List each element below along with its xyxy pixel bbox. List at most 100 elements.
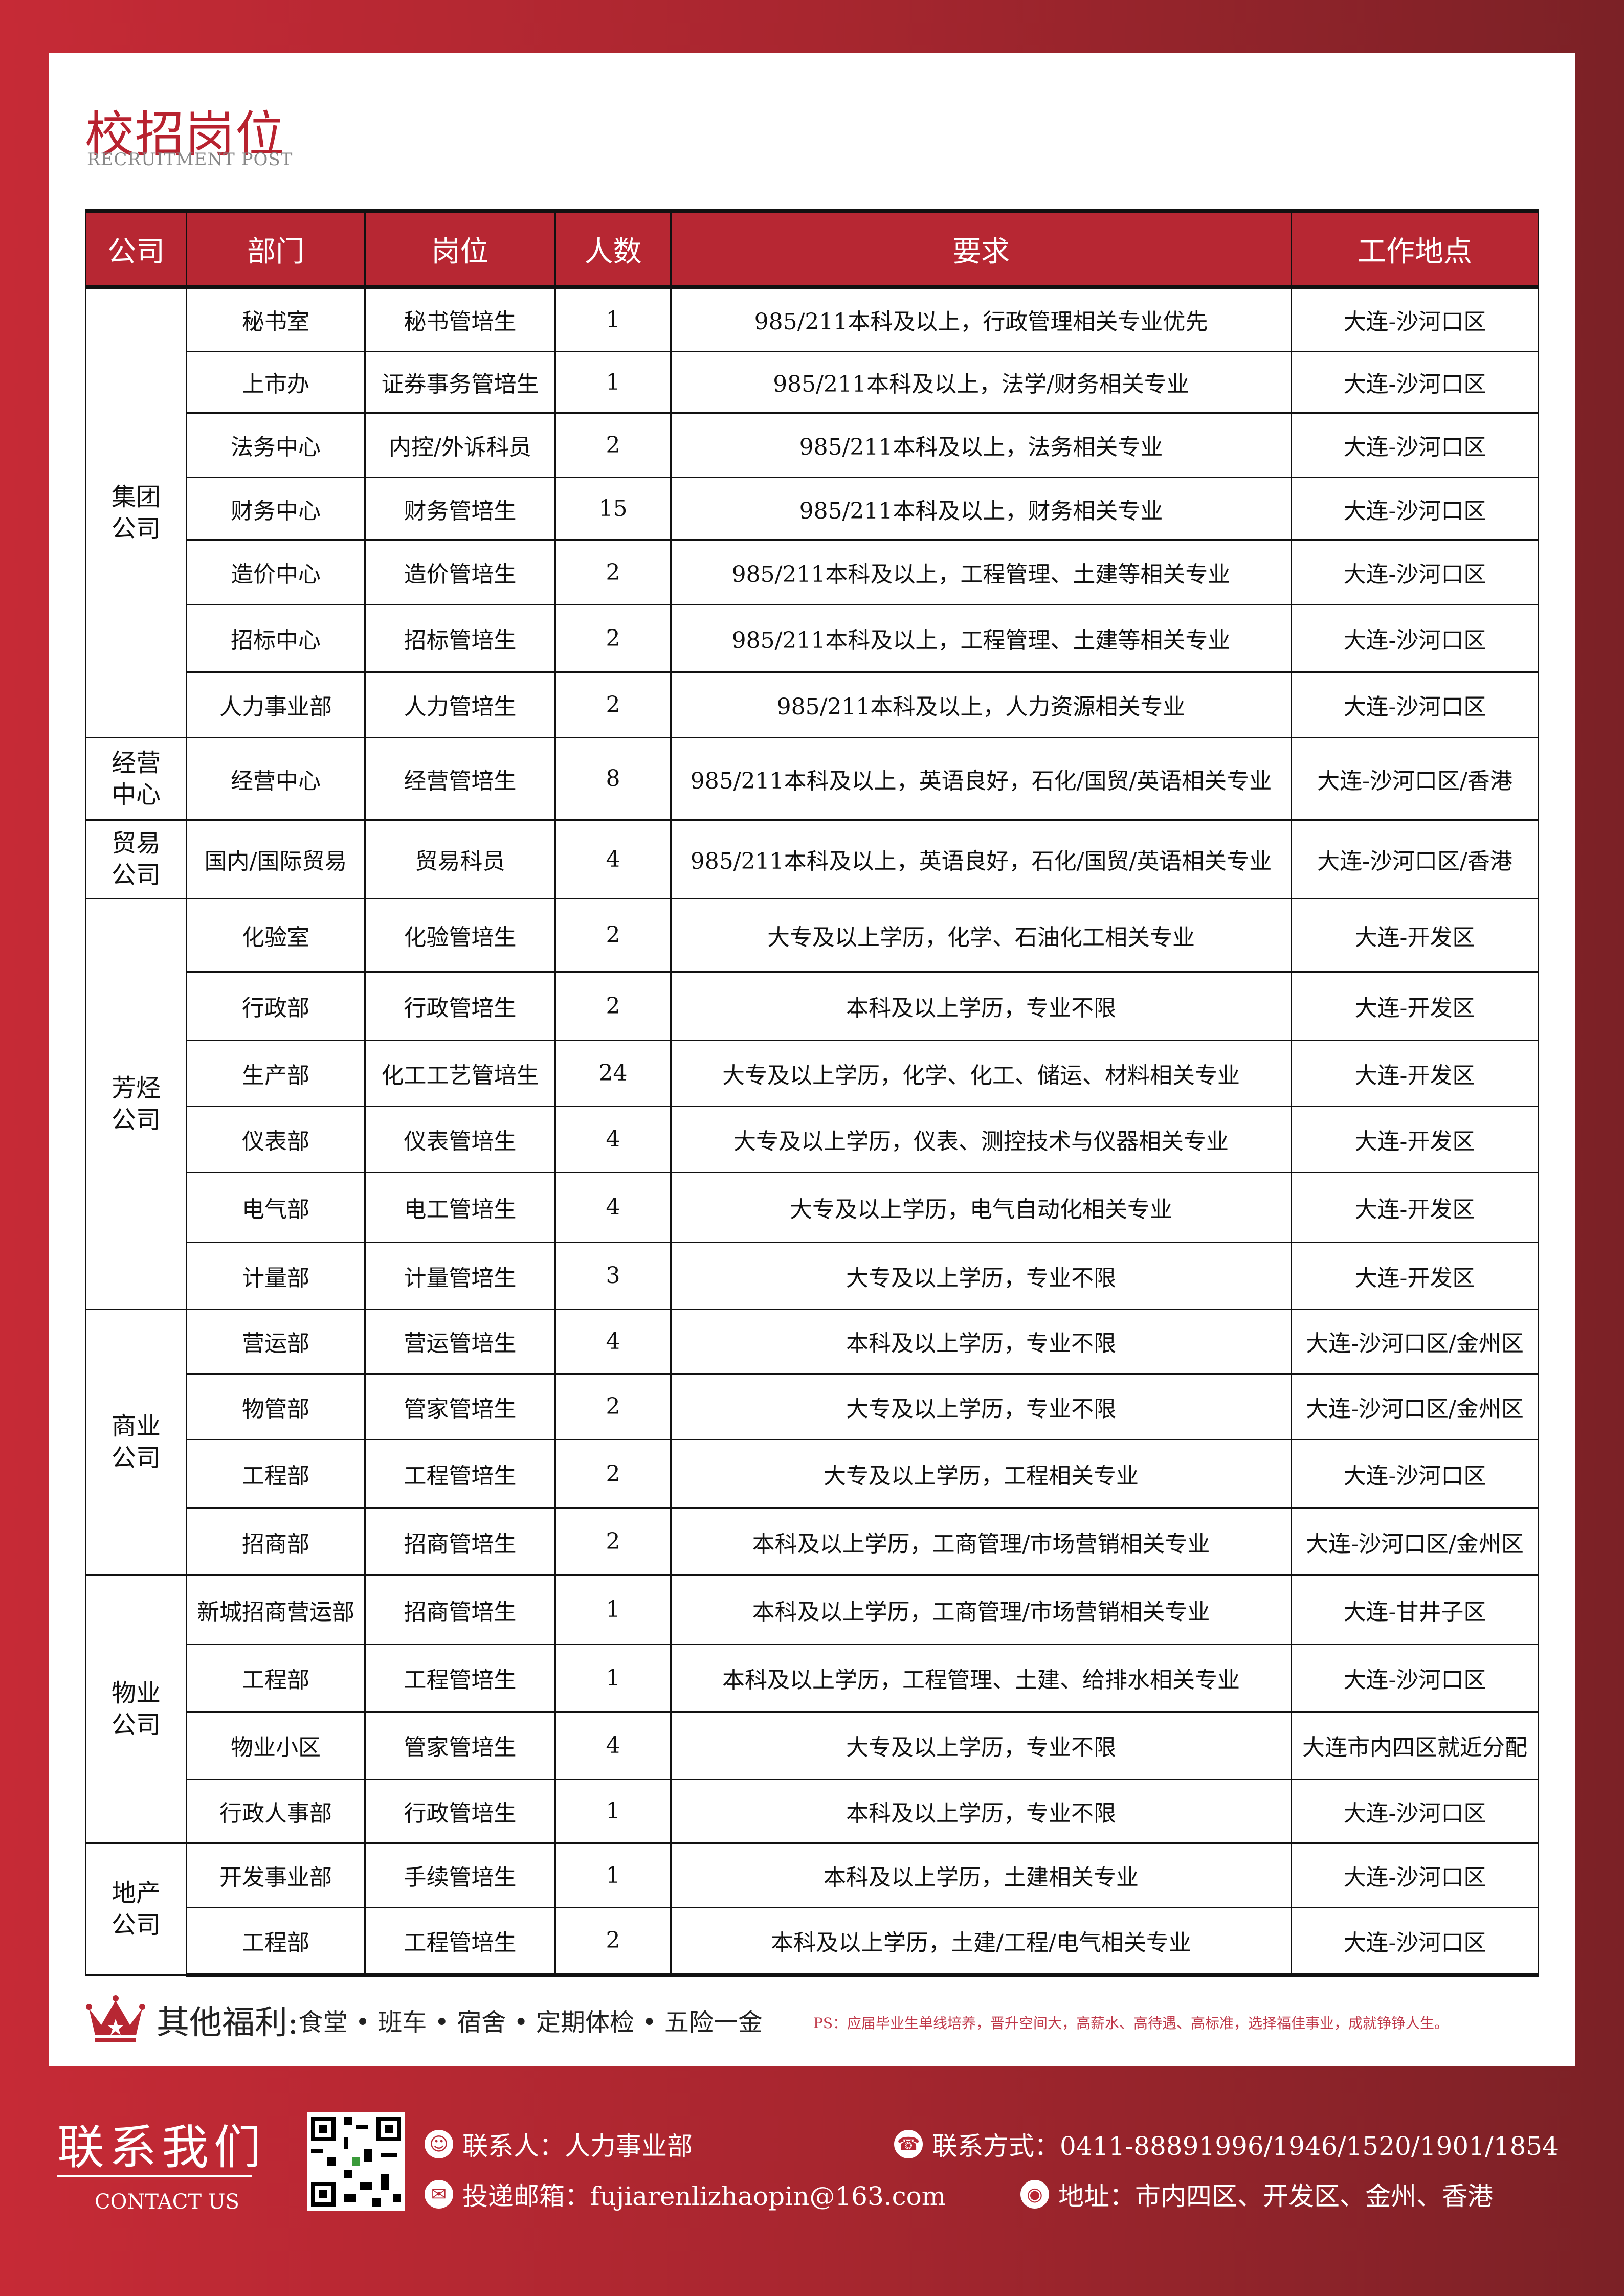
cell-count: 1 xyxy=(554,1643,672,1713)
crown-icon xyxy=(86,1995,145,2042)
table-row: 地产 公司 开发事业部 手续管培生 1 本科及以上学历，土建相关专业 大连-沙河口区 xyxy=(85,1842,1539,1976)
contact-phone: ☎ 联系方式：0411-88891996/1946/1520/1901/1854 xyxy=(894,2126,1559,2163)
cell-location: 大连-沙河口区/香港 xyxy=(1291,819,1539,899)
cell-location: 大连-沙河口区/金州区 xyxy=(1291,1308,1539,1375)
cell-requirement: 985/211本科及以上，工程管理、土建等相关专业 xyxy=(670,603,1292,673)
cell-count: 2 xyxy=(554,412,672,478)
cell-dept: 开发事业部 xyxy=(186,1842,366,1908)
cell-count: 8 xyxy=(554,736,672,821)
cell-dept: 财务中心 xyxy=(186,476,366,541)
table-row: 招商部 招商管培生 2 本科及以上学历，工商管理/市场营销相关专业 大连-沙河口区/金州… xyxy=(86,1507,1539,1576)
cell-count: 4 xyxy=(554,1171,672,1243)
cell-dept: 国内/国际贸易 xyxy=(186,819,366,899)
cell-company: 商业 公司 xyxy=(85,1308,187,1576)
cell-requirement: 本科及以上学历，土建/工程/电气相关专业 xyxy=(670,1906,1292,1977)
table-row: 商业 公司 营运部 营运管培生 4 本科及以上学历，专业不限 大连-沙河口区/金州区 xyxy=(85,1308,1539,1576)
cell-position: 管家管培生 xyxy=(364,1710,556,1780)
cell-dept: 计量部 xyxy=(186,1241,366,1310)
divider xyxy=(57,2175,252,2177)
cell-requirement: 本科及以上学历，专业不限 xyxy=(670,1778,1292,1844)
table-row: 物业 公司 新城招商营运部 招商管培生 1 本科及以上学历，工商管理/市场营销相关专业 大连… xyxy=(85,1574,1539,1844)
table-row: 经营 中心 经营中心 经营管培生 8 985/211本科及以上，英语良好，石化/国贸/英语… xyxy=(85,736,1539,821)
cell-location: 大连-沙河口区 xyxy=(1291,286,1539,352)
cell-position: 工程管培生 xyxy=(364,1438,556,1509)
cell-position: 招标管培生 xyxy=(364,603,556,673)
cell-count: 2 xyxy=(554,1438,672,1509)
table-row: 生产部 化工工艺管培生 24 大专及以上学历，化学、化工、储运、材料相关专业 大连-开发… xyxy=(86,1039,1539,1107)
cell-count: 4 xyxy=(554,1710,672,1780)
cell-requirement: 本科及以上学历，专业不限 xyxy=(670,1308,1292,1375)
cell-count: 2 xyxy=(554,897,672,973)
cell-location: 大连-沙河口区 xyxy=(1291,1643,1539,1713)
qr-code xyxy=(307,2112,405,2211)
cell-dept: 行政人事部 xyxy=(186,1778,366,1844)
cell-count: 2 xyxy=(554,603,672,673)
cell-location: 大连-沙河口区 xyxy=(1291,1438,1539,1509)
table-row: 计量部 计量管培生 3 大专及以上学历，专业不限 大连-开发区 xyxy=(86,1241,1539,1310)
table-row: 工程部 工程管培生 2 本科及以上学历，土建/工程/电气相关专业 大连-沙河口区 xyxy=(86,1906,1539,1977)
table-row: 仪表部 仪表管培生 4 大专及以上学历，仪表、测控技术与仪器相关专业 大连-开发区 xyxy=(86,1105,1539,1173)
cell-company: 贸易 公司 xyxy=(85,819,187,899)
cell-location: 大连-沙河口区 xyxy=(1291,412,1539,478)
table-row: 上市办 证券事务管培生 1 985/211本科及以上，法学/财务相关专业 大连-沙河口区 xyxy=(86,350,1539,414)
table-row: 物管部 管家管培生 2 大专及以上学历，专业不限 大连-沙河口区/金州区 xyxy=(86,1372,1539,1440)
contact-email: ✉ 投递邮箱：fujiarenlizhaopin@163.com xyxy=(425,2176,946,2213)
cell-requirement: 大专及以上学历，专业不限 xyxy=(670,1241,1292,1310)
table-row: 人力事业部 人力管培生 2 985/211本科及以上，人力资源相关专业 大连-沙河口区 xyxy=(86,671,1539,738)
cell-dept: 工程部 xyxy=(186,1438,366,1509)
cell-location: 大连-沙河口区 xyxy=(1291,350,1539,414)
cell-requirement: 985/211本科及以上，工程管理、土建等相关专业 xyxy=(670,539,1292,605)
contact-subtitle: CONTACT US xyxy=(95,2190,239,2214)
cell-position: 贸易科员 xyxy=(364,819,556,899)
cell-location: 大连-沙河口区 xyxy=(1291,1778,1539,1844)
cell-count: 1 xyxy=(554,1778,672,1844)
table-row: 行政人事部 行政管培生 1 本科及以上学历，专业不限 大连-沙河口区 xyxy=(86,1778,1539,1844)
location-pin-icon: ◉ xyxy=(1020,2180,1049,2209)
cell-location: 大连-沙河口区 xyxy=(1291,1842,1539,1908)
cell-position: 证券事务管培生 xyxy=(364,350,556,414)
page-title: 校招岗位 xyxy=(85,106,285,163)
table-row: 工程部 工程管培生 2 大专及以上学历，工程相关专业 大连-沙河口区 xyxy=(86,1438,1539,1509)
cell-location: 大连-开发区 xyxy=(1291,1171,1539,1243)
cell-position: 招商管培生 xyxy=(364,1507,556,1576)
table-row: 物业小区 管家管培生 4 大专及以上学历，专业不限 大连市内四区就近分配 xyxy=(86,1710,1539,1780)
cell-requirement: 本科及以上学历，工程管理、土建、给排水相关专业 xyxy=(670,1643,1292,1713)
cell-dept: 招标中心 xyxy=(186,603,366,673)
cell-company: 经营 中心 xyxy=(85,736,187,821)
cell-location: 大连-沙河口区 xyxy=(1291,476,1539,541)
cell-location: 大连-沙河口区/香港 xyxy=(1291,736,1539,821)
cell-dept: 秘书室 xyxy=(186,286,366,352)
cell-position: 财务管培生 xyxy=(364,476,556,541)
cell-requirement: 大专及以上学历，化学、化工、储运、材料相关专业 xyxy=(670,1039,1292,1107)
cell-location: 大连-开发区 xyxy=(1291,1241,1539,1310)
cell-location: 大连-沙河口区 xyxy=(1291,603,1539,673)
cell-position: 经营管培生 xyxy=(364,736,556,821)
header-company: 公司 xyxy=(85,209,187,289)
cell-count: 1 xyxy=(554,350,672,414)
cell-requirement: 大专及以上学历，电气自动化相关专业 xyxy=(670,1171,1292,1243)
table-header-row: 公司 部门 岗位 人数 要求 工作地点 xyxy=(85,209,1539,289)
qr-code-image xyxy=(311,2117,401,2207)
cell-company: 集团 公司 xyxy=(85,286,187,738)
cell-location: 大连-开发区 xyxy=(1291,971,1539,1041)
cell-dept: 物业小区 xyxy=(186,1710,366,1780)
cell-requirement: 本科及以上学历，专业不限 xyxy=(670,971,1292,1041)
cell-position: 计量管培生 xyxy=(364,1241,556,1310)
cell-count: 2 xyxy=(554,539,672,605)
cell-position: 行政管培生 xyxy=(364,971,556,1041)
cell-dept: 生产部 xyxy=(186,1039,366,1107)
cell-location: 大连-沙河口区/金州区 xyxy=(1291,1372,1539,1440)
cell-requirement: 大专及以上学历，化学、石油化工相关专业 xyxy=(670,897,1292,973)
contact-email-text[interactable]: 投递邮箱：fujiarenlizhaopin@163.com xyxy=(462,2181,946,2211)
table-row: 财务中心 财务管培生 15 985/211本科及以上，财务相关专业 大连-沙河口区 xyxy=(86,476,1539,541)
benefits: 其他福利: 食堂 • 班车 • 宿舍 • 定期体检 • 五险一金 xyxy=(85,1994,763,2045)
cell-requirement: 985/211本科及以上，法务相关专业 xyxy=(670,412,1292,478)
cell-position: 化验管培生 xyxy=(364,897,556,973)
cell-company: 物业 公司 xyxy=(85,1574,187,1844)
cell-dept: 化验室 xyxy=(186,897,366,973)
cell-count: 1 xyxy=(554,1574,672,1645)
cell-position: 管家管培生 xyxy=(364,1372,556,1440)
table-row: 行政部 行政管培生 2 本科及以上学历，专业不限 大连-开发区 xyxy=(86,971,1539,1041)
benefits-items: 食堂 • 班车 • 宿舍 • 定期体检 • 五险一金 xyxy=(298,2008,763,2037)
cell-requirement: 本科及以上学历，工商管理/市场营销相关专业 xyxy=(670,1507,1292,1576)
